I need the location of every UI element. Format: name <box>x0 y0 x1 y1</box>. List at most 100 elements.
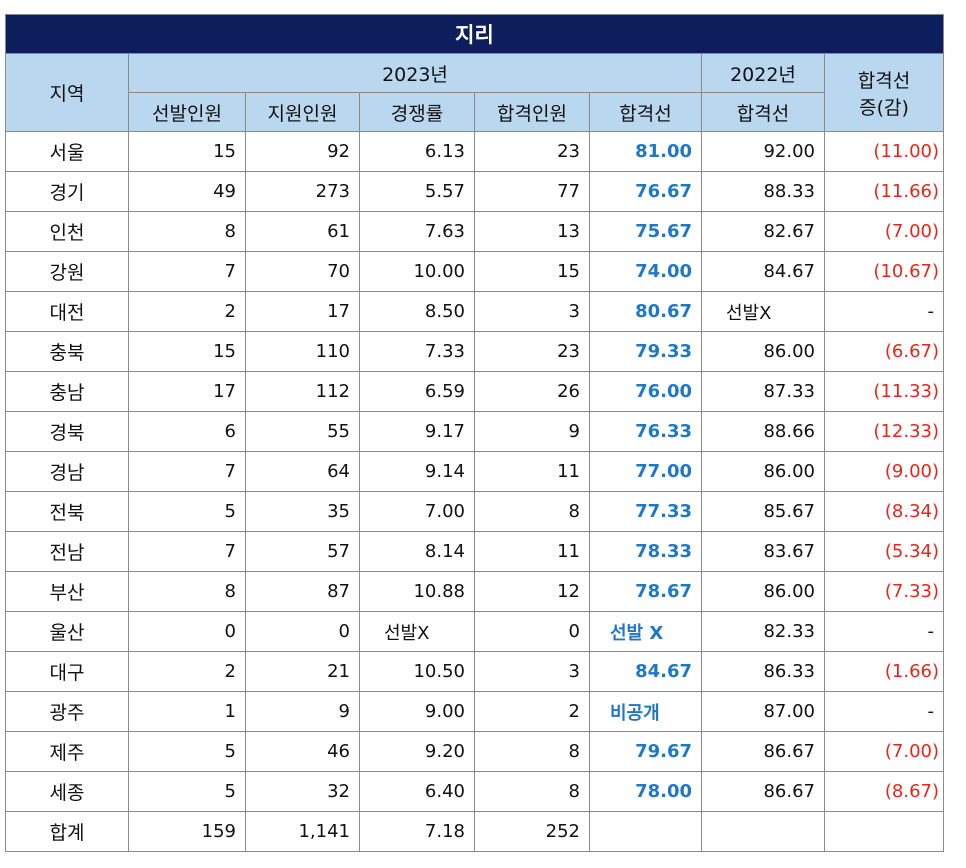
cell-region: 세종 <box>5 771 129 812</box>
cell-competition: 9.14 <box>359 451 475 492</box>
header-year-2023: 2023년 <box>128 53 702 93</box>
header-change: 합격선 증(감) <box>824 53 944 132</box>
cell-passed: 3 <box>474 651 590 692</box>
table-body: 서울 15 92 6.13 23 81.00 92.00 (11.00) 경기 … <box>5 131 944 852</box>
cell-competition: 10.50 <box>359 651 475 692</box>
cell-applicants: 46 <box>245 731 360 772</box>
table-row: 부산 8 87 10.88 12 78.67 86.00 (7.33) <box>5 571 944 612</box>
cell-cutoff-2023: 75.67 <box>589 211 702 252</box>
cell-applicants: 21 <box>245 651 360 692</box>
cell-total-cutoff-2022 <box>701 811 825 852</box>
cell-total-applicants: 1,141 <box>245 811 360 852</box>
cell-selected: 8 <box>128 211 246 252</box>
geography-results-table: 지리 지역 2023년 2022년 합격선 증(감) 선발인원 지원인원 경쟁률… <box>5 14 944 852</box>
cell-total-competition: 7.18 <box>359 811 475 852</box>
cell-cutoff-2022: 84.67 <box>701 251 825 292</box>
cell-cutoff-2023: 76.67 <box>589 171 702 212</box>
cell-selected: 15 <box>128 331 246 372</box>
cell-applicants: 61 <box>245 211 360 252</box>
table-row: 경남 7 64 9.14 11 77.00 86.00 (9.00) <box>5 451 944 492</box>
cell-passed: 11 <box>474 451 590 492</box>
cell-competition: 선발X <box>359 611 475 652</box>
cell-total-label: 합계 <box>5 811 129 852</box>
cell-region: 경기 <box>5 171 129 212</box>
table-row: 경기 49 273 5.57 77 76.67 88.33 (11.66) <box>5 171 944 212</box>
cell-cutoff-2023: 76.33 <box>589 411 702 452</box>
cell-change: (11.66) <box>824 171 944 212</box>
cell-passed: 12 <box>474 571 590 612</box>
cell-selected: 6 <box>128 411 246 452</box>
results-table-container: 지리 지역 2023년 2022년 합격선 증(감) 선발인원 지원인원 경쟁률… <box>5 14 944 852</box>
cell-competition: 8.50 <box>359 291 475 332</box>
total-row: 합계 159 1,141 7.18 252 <box>5 811 944 852</box>
header-change-line2: 증(감) <box>859 96 909 119</box>
cell-cutoff-2023: 74.00 <box>589 251 702 292</box>
cell-cutoff-2023: 77.00 <box>589 451 702 492</box>
cell-change: (5.34) <box>824 531 944 572</box>
cell-region: 대전 <box>5 291 129 332</box>
header-change-line1: 합격선 <box>857 69 911 92</box>
cell-selected: 2 <box>128 651 246 692</box>
table-row: 광주 1 9 9.00 2 비공개 87.00 - <box>5 691 944 732</box>
table-row: 대구 2 21 10.50 3 84.67 86.33 (1.66) <box>5 651 944 692</box>
cell-passed: 9 <box>474 411 590 452</box>
cell-cutoff-2023: 비공개 <box>589 691 702 732</box>
cell-cutoff-2022: 86.67 <box>701 771 825 812</box>
cell-competition: 7.33 <box>359 331 475 372</box>
table-row: 대전 2 17 8.50 3 80.67 선발X - <box>5 291 944 332</box>
table-row: 세종 5 32 6.40 8 78.00 86.67 (8.67) <box>5 771 944 812</box>
table-row: 서울 15 92 6.13 23 81.00 92.00 (11.00) <box>5 131 944 172</box>
cell-cutoff-2022: 86.00 <box>701 331 825 372</box>
cell-applicants: 55 <box>245 411 360 452</box>
cell-region: 충북 <box>5 331 129 372</box>
cell-competition: 10.00 <box>359 251 475 292</box>
cell-cutoff-2022: 92.00 <box>701 131 825 172</box>
cell-cutoff-2022: 88.33 <box>701 171 825 212</box>
table-row: 인천 8 61 7.63 13 75.67 82.67 (7.00) <box>5 211 944 252</box>
cell-selected: 5 <box>128 771 246 812</box>
cell-change: (9.00) <box>824 451 944 492</box>
cell-competition: 7.63 <box>359 211 475 252</box>
cell-competition: 9.17 <box>359 411 475 452</box>
cell-selected: 7 <box>128 531 246 572</box>
cell-region: 광주 <box>5 691 129 732</box>
cell-selected: 5 <box>128 491 246 532</box>
cell-passed: 13 <box>474 211 590 252</box>
cell-cutoff-2022: 88.66 <box>701 411 825 452</box>
cell-region: 경남 <box>5 451 129 492</box>
header-cutoff-2022: 합격선 <box>701 92 825 132</box>
cell-passed: 0 <box>474 611 590 652</box>
cell-competition: 9.00 <box>359 691 475 732</box>
cell-competition: 6.40 <box>359 771 475 812</box>
cell-selected: 8 <box>128 571 246 612</box>
cell-region: 대구 <box>5 651 129 692</box>
cell-selected: 15 <box>128 131 246 172</box>
cell-applicants: 35 <box>245 491 360 532</box>
cell-change: (1.66) <box>824 651 944 692</box>
cell-change: (8.67) <box>824 771 944 812</box>
cell-passed: 23 <box>474 331 590 372</box>
table-row: 충남 17 112 6.59 26 76.00 87.33 (11.33) <box>5 371 944 412</box>
cell-passed: 11 <box>474 531 590 572</box>
cell-change: (11.33) <box>824 371 944 412</box>
cell-applicants: 110 <box>245 331 360 372</box>
cell-competition: 6.59 <box>359 371 475 412</box>
cell-cutoff-2023: 78.33 <box>589 531 702 572</box>
cell-region: 전북 <box>5 491 129 532</box>
cell-cutoff-2022: 85.67 <box>701 491 825 532</box>
header-competition: 경쟁률 <box>359 92 475 132</box>
cell-competition: 8.14 <box>359 531 475 572</box>
cell-total-passed: 252 <box>474 811 590 852</box>
cell-change: - <box>824 691 944 732</box>
cell-region: 인천 <box>5 211 129 252</box>
header-passed: 합격인원 <box>474 92 590 132</box>
cell-applicants: 273 <box>245 171 360 212</box>
cell-cutoff-2022: 선발X <box>701 291 825 332</box>
cell-applicants: 57 <box>245 531 360 572</box>
cell-change: (7.00) <box>824 731 944 772</box>
cell-cutoff-2023: 77.33 <box>589 491 702 532</box>
cell-competition: 10.88 <box>359 571 475 612</box>
cell-competition: 9.20 <box>359 731 475 772</box>
cell-cutoff-2022: 82.33 <box>701 611 825 652</box>
cell-change: (6.67) <box>824 331 944 372</box>
